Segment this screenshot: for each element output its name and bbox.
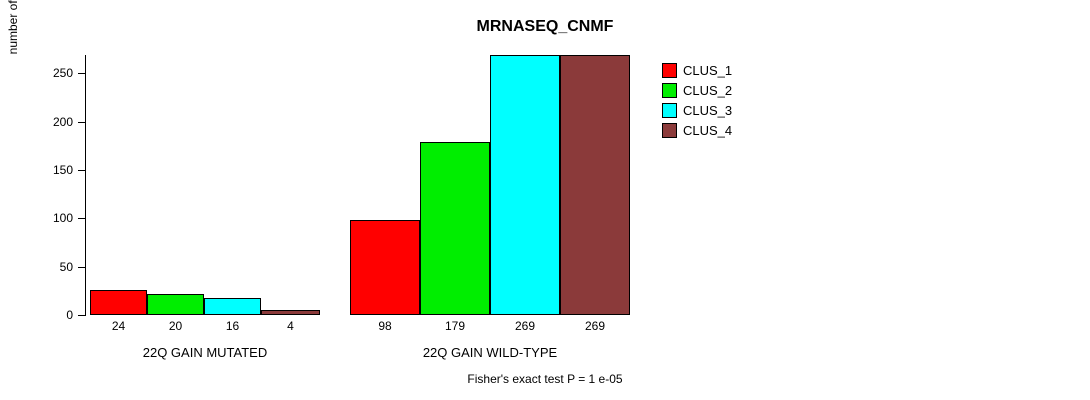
y-tick-100 (78, 218, 86, 219)
y-tick-label-100: 100 (35, 211, 73, 225)
y-tick-label-250: 250 (35, 66, 73, 80)
chart-title: MRNASEQ_CNMF (0, 18, 1090, 36)
bar-mutated-clus4[interactable] (261, 310, 320, 315)
y-axis-label: number of cases (6, 0, 20, 110)
bar-value-mutated-clus3: 16 (204, 319, 261, 333)
y-tick-label-200: 200 (35, 115, 73, 129)
y-tick-50 (78, 267, 86, 268)
legend-text-clus4: CLUS_4 (683, 123, 732, 138)
bar-value-mutated-clus2: 20 (147, 319, 204, 333)
bar-mutated-clus3[interactable] (204, 298, 261, 315)
y-tick-200 (78, 122, 86, 123)
legend-item-clus2: CLUS_2 (662, 82, 812, 99)
legend-swatch-clus2 (662, 83, 677, 98)
bar-value-wildtype-clus4: 269 (560, 319, 630, 333)
legend-item-clus3: CLUS_3 (662, 102, 812, 119)
y-axis-line (85, 55, 86, 315)
chart-root: MRNASEQ_CNMF number of cases 0 50 100 15… (0, 0, 1090, 400)
y-tick-250 (78, 73, 86, 74)
bar-value-wildtype-clus3: 269 (490, 319, 560, 333)
group-label-wildtype: 22Q GAIN WILD-TYPE (350, 345, 630, 360)
legend-swatch-clus4 (662, 123, 677, 138)
legend-text-clus2: CLUS_2 (683, 83, 732, 98)
legend-text-clus3: CLUS_3 (683, 103, 732, 118)
bar-value-mutated-clus4: 4 (261, 319, 320, 333)
y-tick-label-50: 50 (35, 260, 73, 274)
bar-value-wildtype-clus2: 179 (420, 319, 490, 333)
bar-mutated-clus2[interactable] (147, 294, 204, 315)
bar-mutated-clus1[interactable] (90, 290, 147, 315)
legend-item-clus1: CLUS_1 (662, 62, 812, 79)
bar-wildtype-clus3[interactable] (490, 55, 560, 315)
legend: CLUS_1 CLUS_2 CLUS_3 CLUS_4 (662, 62, 812, 142)
group-label-mutated: 22Q GAIN MUTATED (90, 345, 320, 360)
bar-wildtype-clus1[interactable] (350, 220, 420, 315)
y-tick-label-0: 0 (35, 308, 73, 322)
legend-text-clus1: CLUS_1 (683, 63, 732, 78)
bar-group-mutated: 24 20 16 4 22Q GAIN MUTATED (90, 55, 320, 315)
y-tick-0 (78, 315, 86, 316)
legend-swatch-clus1 (662, 63, 677, 78)
y-tick-label-150: 150 (35, 163, 73, 177)
bar-wildtype-clus4[interactable] (560, 55, 630, 315)
legend-item-clus4: CLUS_4 (662, 122, 812, 139)
y-tick-150 (78, 170, 86, 171)
bar-group-wildtype: 98 179 269 269 22Q GAIN WILD-TYPE (350, 55, 630, 315)
legend-swatch-clus3 (662, 103, 677, 118)
plot-area: 0 50 100 150 200 250 24 20 16 4 22Q GAIN… (30, 55, 630, 355)
footer-annotation: Fisher's exact test P = 1 e-05 (0, 372, 1090, 386)
bar-value-wildtype-clus1: 98 (350, 319, 420, 333)
bar-wildtype-clus2[interactable] (420, 142, 490, 315)
bar-value-mutated-clus1: 24 (90, 319, 147, 333)
